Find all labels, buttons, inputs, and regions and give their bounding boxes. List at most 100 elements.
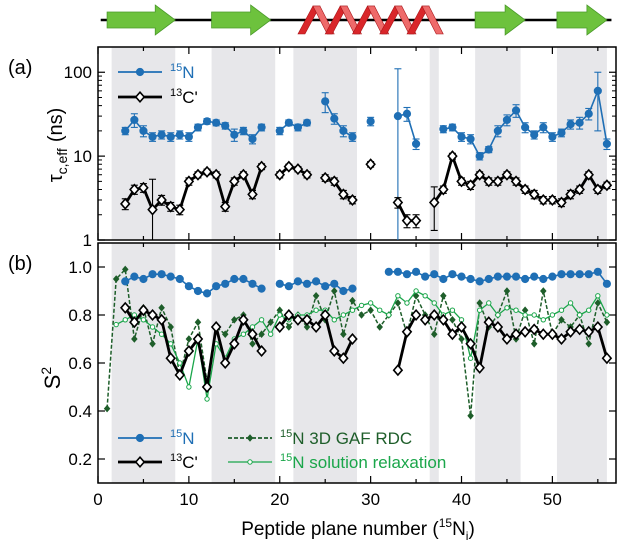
- panel-b-15n-solution-point: [576, 312, 583, 318]
- panel-b-15n-gaf-rdc-point: [231, 316, 238, 324]
- legend-label-text: C': [182, 453, 198, 472]
- panel-b-15n-point: [321, 282, 330, 291]
- panel-a-13c-point: [329, 175, 340, 188]
- panel-b-13c-point: [156, 313, 167, 326]
- panel-a-13c-point: [456, 175, 467, 188]
- panel-b-13c-point: [574, 323, 585, 336]
- x-tick-label: 50: [543, 490, 562, 509]
- panel-b-15n-point: [411, 267, 421, 276]
- panel-a-ytick-label: 10: [73, 147, 92, 166]
- panel-b-15n-gaf-rdc-point: [285, 323, 293, 331]
- panel-b-15n-gaf-rdc-point: [458, 335, 465, 343]
- panel-a-13c-point: [428, 196, 440, 209]
- panel-a-15n-point: [539, 123, 548, 132]
- panel-a-15n-point: [175, 130, 184, 139]
- panel-b-13c-point: [565, 325, 576, 338]
- panel-a-15n-point: [457, 132, 466, 141]
- panel-b-13c-point: [556, 332, 567, 346]
- panel-b-15n-solution-point: [149, 324, 156, 330]
- panel-a-13c-point: [556, 196, 567, 209]
- panel-b-15n-solution-point: [395, 293, 401, 299]
- panel-a-15n-point: [121, 126, 130, 135]
- panel-b-15n-line: [124, 273, 262, 295]
- panel-a-13c-point: [319, 171, 331, 184]
- panel-b-13c-point: [129, 316, 140, 329]
- panel-a-series: [119, 68, 613, 240]
- panel-b-15n-solution-point: [522, 312, 528, 318]
- panel-b-15n-gaf-rdc-point: [131, 335, 138, 343]
- legend-label: 13C': [170, 87, 198, 107]
- panel-b-series: [103, 265, 613, 420]
- panel-a-13c-point: [474, 168, 485, 181]
- panel-a-13c-point: [156, 193, 167, 206]
- panel-b-label: (b): [8, 253, 32, 275]
- panel-a-ytick-label: 1: [83, 231, 92, 250]
- panel-b-ylabel: S2: [38, 367, 65, 390]
- panel-b-15n-gaf-rdc-point: [331, 287, 338, 295]
- panel-b-ylabel-main: S: [40, 375, 65, 390]
- panel-b-13c-point: [483, 316, 495, 329]
- panel-a-15n-line: [279, 121, 308, 132]
- panel-b-15n-gaf-rdc-point: [503, 287, 511, 295]
- panel-a-13c-point: [510, 175, 522, 188]
- panel-a-15n-point: [584, 109, 593, 118]
- panel-b-15n-solution-point: [604, 312, 610, 318]
- panel-b-15n-solution-point: [467, 355, 474, 361]
- legend-marker: [134, 90, 146, 104]
- panel-b-15n-gaf-rdc-point: [303, 323, 311, 331]
- panel-b-15n-solution-point: [476, 307, 483, 313]
- panel-b-15n-gaf-rdc-point: [249, 340, 256, 348]
- panel-b-15n-point: [166, 272, 175, 281]
- panel-b-13c-point: [474, 361, 485, 374]
- panel-b-15n-point: [421, 272, 430, 281]
- panel-b-15n-gaf-rdc-point: [267, 318, 274, 326]
- panel-a-15n-point: [166, 132, 175, 141]
- panel-b-15n-solution-point: [267, 331, 274, 337]
- panel-b-13c-point: [601, 352, 613, 365]
- panel-a-13c-point: [492, 175, 504, 188]
- panel-b-13c-point: [165, 352, 176, 365]
- panel-b-15n-solution-point: [331, 317, 337, 323]
- panel-b-15n-point: [502, 272, 512, 281]
- beta-strand-arrow: [106, 4, 176, 36]
- panel-a-15n-line: [324, 100, 353, 138]
- panel-a-13c-point: [210, 168, 222, 181]
- legend-marker: [135, 433, 145, 443]
- panel-b-15n-solution-point: [186, 384, 192, 390]
- legend-label-sup: 15: [170, 428, 182, 440]
- legend-label-text: N: [182, 429, 194, 448]
- legend-label-text: N solution relaxation: [292, 453, 446, 472]
- panel-b-15n-solution-point: [386, 312, 392, 318]
- panel-b-13c-point: [147, 308, 158, 322]
- panel-a-13c-point: [274, 168, 286, 181]
- panel-a-15n-point: [393, 112, 402, 121]
- panel-b-13c-point: [456, 320, 467, 334]
- panel-a-13c-point: [174, 203, 186, 216]
- panel-a-13c-line: [278, 165, 308, 176]
- panel-b-15n-gaf-rdc-point: [194, 318, 202, 326]
- panel-b-15n-point: [148, 270, 157, 279]
- panel-a-15n-point: [202, 117, 212, 126]
- panel-b-15n-gaf-rdc-point: [122, 265, 129, 274]
- panel-b-ytick-label: 1.0: [68, 258, 92, 277]
- legend-label-sup: 15: [170, 62, 182, 74]
- panel-b-15n-point: [430, 270, 439, 279]
- panel-a-15n-point: [593, 86, 602, 95]
- panel-b-15n-gaf-rdc-point: [476, 299, 483, 307]
- panel-a-15n-line: [124, 118, 263, 141]
- panel-a-15n-point: [330, 114, 339, 123]
- panel-b-15n-point: [230, 274, 239, 284]
- panel-a-shade-band: [475, 47, 521, 240]
- panel-a-13c-point: [519, 183, 531, 196]
- panel-b-13c-point: [419, 313, 431, 326]
- panel-b-15n-solution-point: [513, 307, 519, 313]
- panel-a-13c-point: [547, 193, 558, 206]
- panel-b-15n-point: [530, 272, 539, 281]
- panel-b-15n-solution-point: [404, 300, 410, 306]
- panel-a-15n-point: [575, 118, 584, 127]
- panel-b-13c-point: [329, 344, 340, 358]
- panel-b-15n-solution-point: [413, 288, 419, 294]
- panel-a-shading: [111, 47, 607, 240]
- panel-b-15n-point: [539, 274, 548, 284]
- panel-b-15n-gaf-rdc-point: [440, 292, 447, 300]
